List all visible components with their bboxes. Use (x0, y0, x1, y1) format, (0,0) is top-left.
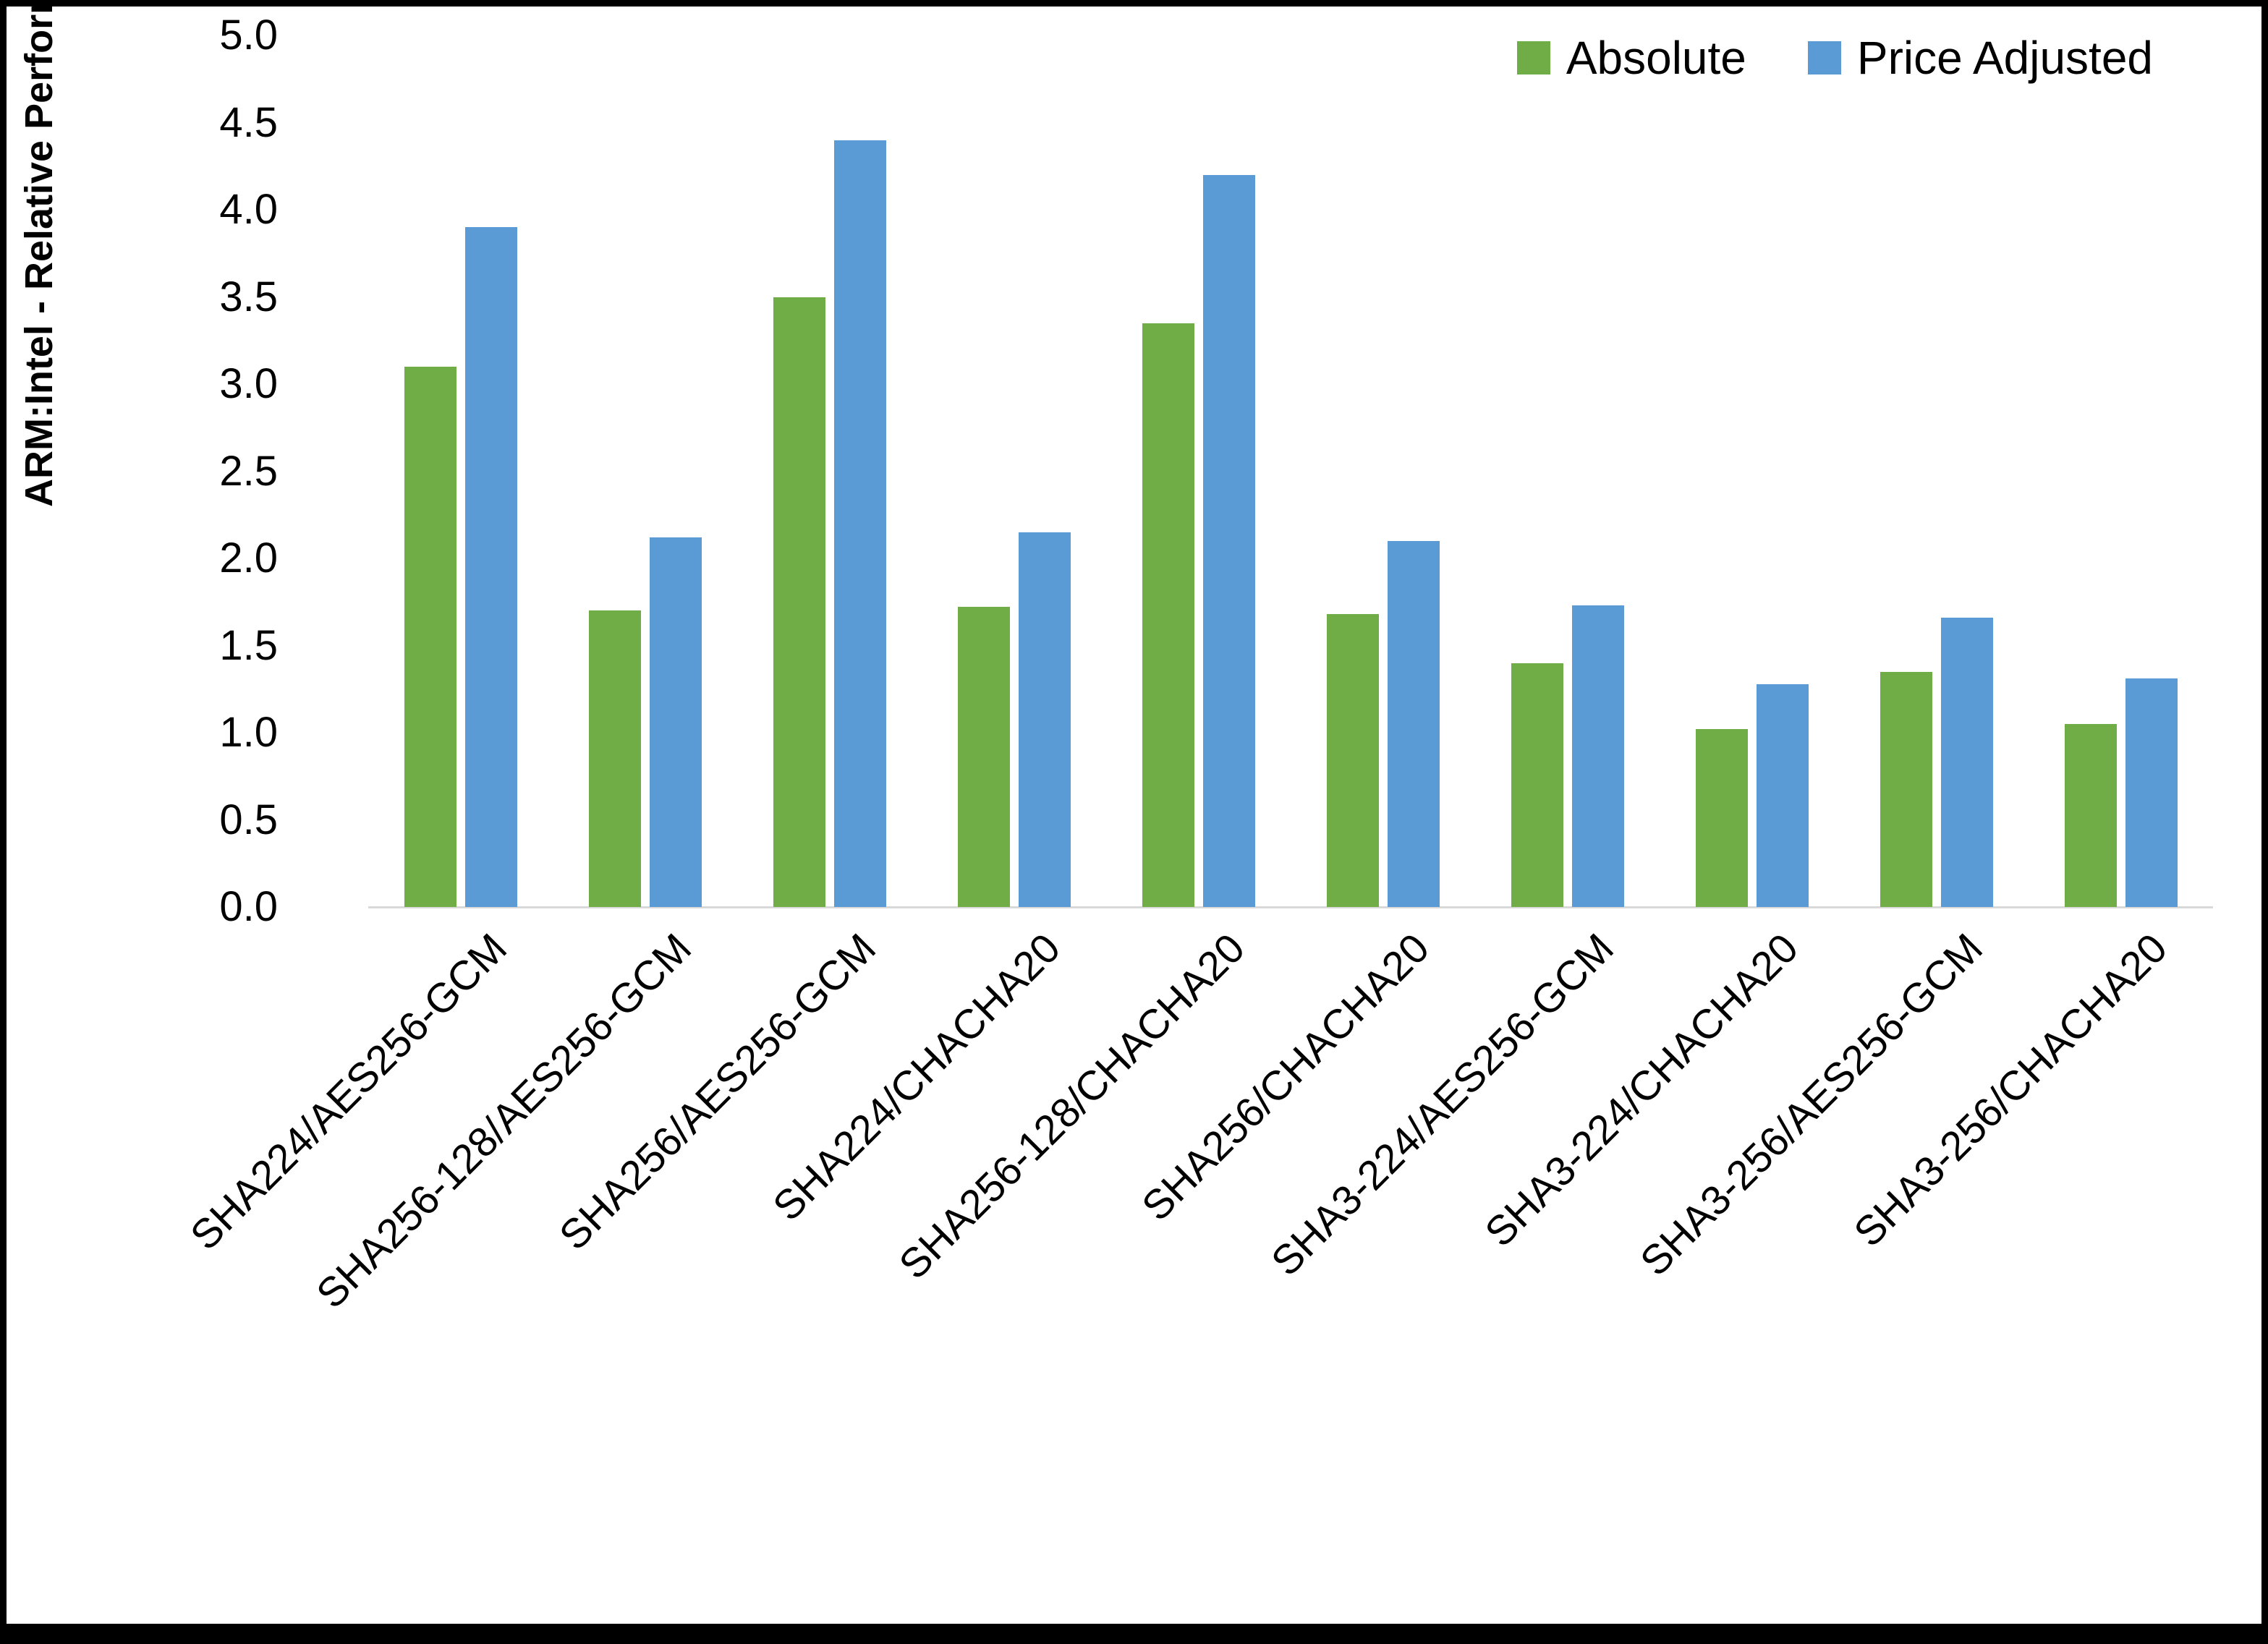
bar-absolute (1880, 671, 1932, 907)
y-axis-tick-label: 3.0 (219, 360, 278, 407)
y-axis-tick-label: 1.5 (219, 621, 278, 669)
bar-price-adjusted (649, 537, 702, 907)
bar-absolute (1695, 729, 1748, 907)
y-axis-tick-label: 5.0 (219, 12, 278, 59)
bar-price-adjusted (1756, 683, 1809, 907)
legend-item-price-adjusted: Price Adjusted (1807, 31, 2153, 85)
y-axis-tick-label: 2.5 (219, 447, 278, 495)
bar-absolute (588, 610, 641, 907)
x-axis-line (368, 906, 2213, 908)
bar-price-adjusted (1387, 540, 1440, 907)
bar-price-adjusted (1018, 532, 1071, 907)
bar-absolute (1511, 663, 1563, 907)
y-axis-title: ARM:Intel - Relative Performance (17, 0, 61, 507)
y-axis-tick-label: 1.0 (219, 709, 278, 756)
legend-swatch-icon (1807, 41, 1841, 74)
legend-item-absolute: Absolute (1516, 31, 1746, 85)
bar-price-adjusted (2125, 678, 2178, 907)
bar-absolute (1326, 614, 1379, 907)
legend-swatch-icon (1516, 41, 1550, 74)
bar-price-adjusted (1940, 617, 1993, 907)
bar-absolute (404, 366, 456, 907)
y-axis-tick-label: 0.0 (219, 883, 278, 930)
y-axis-tick-label: 2.0 (219, 534, 278, 582)
legend-label: Price Adjusted (1856, 32, 2153, 84)
bar-price-adjusted (833, 140, 886, 907)
bar-price-adjusted (1571, 605, 1624, 907)
legend-label: Absolute (1566, 32, 1746, 84)
y-axis-tick-label: 0.5 (219, 796, 278, 843)
bar-absolute (957, 607, 1010, 907)
bar-price-adjusted (464, 227, 517, 907)
chart-legend: Absolute Price Adjusted (1516, 31, 2153, 85)
y-axis-tick-label: 3.5 (219, 273, 278, 320)
y-axis-tick-label: 4.5 (219, 98, 278, 146)
bar-absolute (773, 297, 825, 907)
bar-absolute (1142, 323, 1194, 907)
y-axis-tick-label: 4.0 (219, 186, 278, 233)
bar-price-adjusted (1202, 174, 1255, 907)
bar-absolute (2064, 723, 2117, 907)
